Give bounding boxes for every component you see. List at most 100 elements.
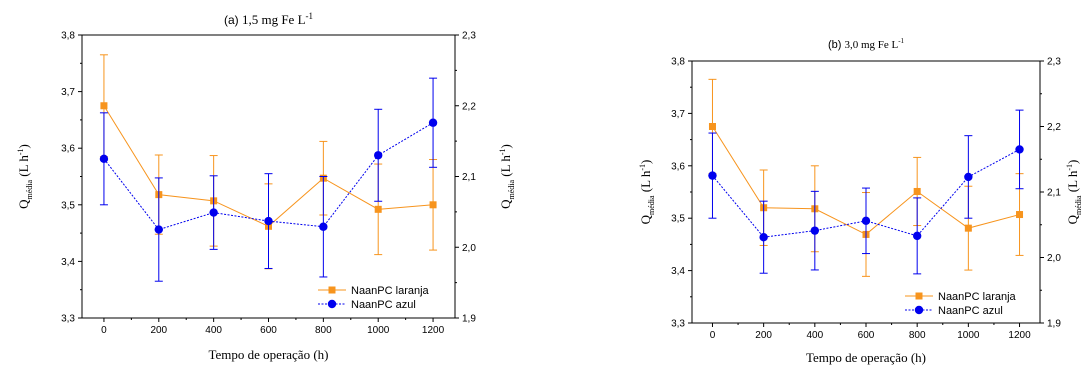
data-point: [759, 232, 768, 242]
y-left-axis-label: Qmédia (L h-1): [638, 160, 656, 225]
data-point: [1015, 145, 1024, 154]
legend-marker: [915, 292, 923, 300]
y-right-label-sup: -1: [1065, 164, 1074, 171]
y-right-label-q: Q: [1065, 214, 1080, 224]
legend-marker: [327, 299, 337, 309]
data-point: [708, 123, 716, 130]
y-right-tick-label: 2,0: [1047, 253, 1061, 264]
y-left-label-close: ): [638, 160, 653, 164]
legend-marker: [328, 286, 336, 294]
legend-label: NaanPC laranja: [938, 291, 1017, 303]
x-tick-label: 800: [315, 325, 332, 336]
data-point: [913, 187, 921, 195]
y-right-label-sub: média: [507, 179, 516, 199]
chart-title: (b) 3,0 mg Fe L-1: [828, 37, 905, 51]
x-tick-label: 200: [150, 325, 167, 336]
y-left-tick-label: 3,5: [671, 214, 685, 225]
data-point: [964, 224, 972, 232]
data-point: [1016, 211, 1024, 219]
chart-title-sup: -1: [306, 11, 314, 21]
y-left-tick-label: 3,3: [61, 314, 75, 325]
y-right-tick-label: 1,9: [1047, 319, 1061, 330]
y-left-tick-label: 3,4: [61, 257, 75, 268]
data-point: [708, 171, 717, 180]
y-right-tick-label: 2,3: [1047, 57, 1061, 68]
y-right-label-q: Q: [498, 199, 513, 209]
y-left-label-sub: média: [647, 195, 656, 215]
y-left-label-q: Q: [16, 199, 31, 209]
y-left-label-sub: média: [25, 179, 34, 199]
series-azul: [708, 109, 1024, 275]
x-tick-label: 200: [755, 330, 772, 341]
x-tick-label: 400: [806, 330, 823, 341]
chart-title-panel: (b): [828, 39, 845, 51]
data-point: [374, 151, 383, 160]
y-right-label-unit: (L h: [498, 155, 513, 180]
x-axis-label: Tempo de operação (h): [806, 350, 926, 365]
legend-label: NaanPC azul: [938, 305, 1003, 317]
x-tick-label: 1200: [1008, 330, 1031, 341]
x-tick-label: 0: [710, 330, 716, 341]
legend-label: NaanPC azul: [351, 299, 416, 311]
y-left-axis-label: Qmédia (L h-1): [16, 144, 34, 209]
chart-title-text: 3,0 mg Fe L: [844, 39, 898, 51]
y-left-tick-label: 3,5: [61, 200, 75, 211]
y-right-tick-label: 2,0: [462, 243, 476, 254]
chart-title-panel: (a): [224, 13, 242, 27]
chart-panel-a: 0 200 400 600 800 1000 1200 3,3 3,4 3,5 3,6 3,7 3,8 1…: [16, 11, 516, 362]
y-left-label-close: ): [16, 144, 31, 148]
data-point: [810, 226, 820, 235]
y-left-tick-label: 3,4: [671, 266, 685, 277]
y-left-tick-label: 3,6: [61, 144, 75, 155]
y-right-tick-label: 2,2: [462, 101, 476, 112]
data-point: [264, 216, 273, 226]
chart-title: (a) 1,5 mg Fe L-1: [224, 11, 313, 27]
y-left-label-unit: (L h: [16, 155, 31, 180]
data-point: [429, 201, 437, 209]
x-tick-label: 600: [858, 330, 875, 341]
y-right-axis-label: Qmédia (L h-1): [1065, 160, 1083, 225]
data-point: [964, 172, 973, 182]
y-left-tick-label: 3,7: [671, 109, 685, 120]
y-left-tick-label: 3,7: [61, 87, 75, 98]
data-point: [154, 225, 163, 234]
y-left-label-sup: -1: [638, 164, 647, 171]
data-point: [100, 102, 108, 110]
legend: NaanPC laranja NaanPC azul: [905, 291, 1017, 317]
chart-panel-b: 0 200 400 600 800 1000 1200 3,3 3,4 3,5 3,6 3,7 3,8 1…: [638, 37, 1083, 365]
y-right-label-close: ): [1065, 160, 1080, 164]
y-right-axis-label: Qmédia (L h-1): [498, 144, 516, 209]
legend-marker: [914, 305, 924, 315]
y-left-tick-label: 3,6: [671, 161, 685, 172]
data-point: [209, 208, 218, 217]
y-right-label-sub: média: [1074, 195, 1083, 215]
y-left-label-sup: -1: [16, 148, 25, 155]
x-tick-label: 1000: [367, 325, 390, 336]
y-left-label-unit: (L h: [638, 170, 653, 195]
legend: NaanPC laranja NaanPC azul: [318, 285, 430, 311]
chart-title-text: 1,5 mg Fe L: [242, 12, 306, 27]
x-tick-label: 600: [260, 325, 277, 336]
legend-label: NaanPC laranja: [351, 285, 430, 297]
y-left-tick-label: 3,8: [671, 57, 685, 68]
y-right-label-sup: -1: [498, 148, 507, 155]
series-azul: [99, 77, 438, 282]
data-point: [319, 222, 328, 231]
data-point: [428, 118, 438, 127]
x-tick-label: 400: [205, 325, 222, 336]
y-right-tick-label: 2,1: [462, 172, 476, 183]
y-right-tick-label: 2,3: [462, 31, 476, 42]
data-point: [99, 154, 109, 164]
data-point: [374, 205, 382, 213]
y-right-tick-label: 1,9: [462, 314, 476, 325]
data-point: [912, 231, 922, 241]
x-tick-label: 800: [909, 330, 926, 341]
chart-title-sup: -1: [898, 37, 904, 45]
y-right-tick-label: 2,1: [1047, 188, 1061, 199]
y-right-label-unit: (L h: [1065, 170, 1080, 195]
x-tick-label: 0: [101, 325, 107, 336]
x-tick-label: 1000: [957, 330, 980, 341]
x-axis-label: Tempo de operação (h): [208, 347, 328, 362]
y-right-tick-label: 2,2: [1047, 122, 1061, 133]
